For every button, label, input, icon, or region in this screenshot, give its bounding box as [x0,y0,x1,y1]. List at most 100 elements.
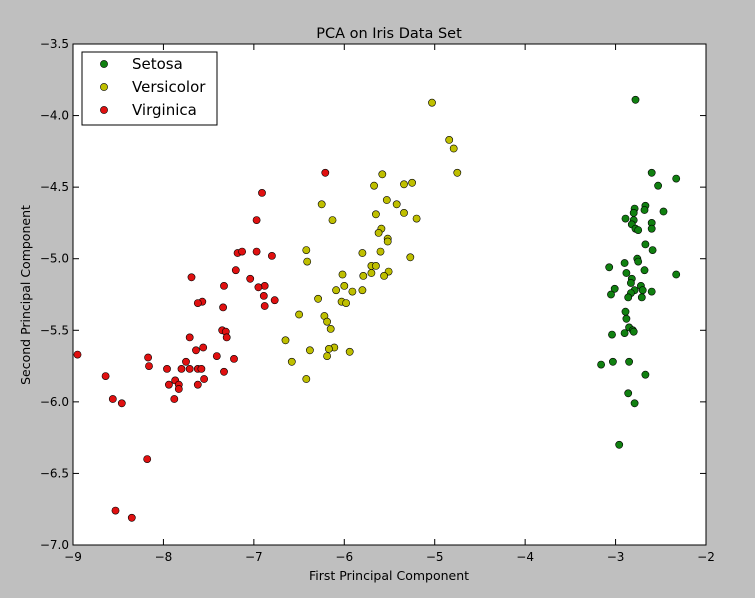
point-setosa-9 [621,214,630,223]
point-virginica-44 [108,395,117,403]
point-versicolor-8 [382,196,391,204]
point-versicolor-29 [380,271,388,280]
point-virginica-5 [252,247,261,256]
point-setosa-40 [629,327,638,336]
point-versicolor-0 [428,98,436,107]
point-versicolor-20 [376,247,385,256]
point-virginica-25 [212,352,221,360]
point-versicolor-34 [348,287,357,296]
point-virginica-18 [219,303,227,312]
legend-label-setosa: Setosa [132,55,183,73]
point-versicolor-48 [287,357,296,366]
legend-label-versicolor: Versicolor [132,78,206,96]
point-setosa-33 [637,293,646,302]
point-virginica-42 [174,385,183,393]
point-virginica-12 [220,281,228,290]
point-virginica-47 [111,506,120,515]
point-virginica-28 [73,350,82,359]
point-setosa-19 [634,257,643,266]
point-versicolor-5 [408,178,416,187]
point-versicolor-25 [371,261,380,270]
point-versicolor-1 [445,135,454,144]
point-virginica-0 [321,168,330,177]
point-versicolor-49 [302,375,311,383]
point-versicolor-4 [378,170,387,179]
point-setosa-43 [609,357,617,366]
point-setosa-44 [597,360,605,369]
point-virginica-46 [143,455,152,463]
point-versicolor-45 [305,346,314,355]
legend-marker-virginica [100,106,108,114]
x-tick-label-7: −2 [697,550,715,564]
point-setosa-14 [647,224,656,233]
point-versicolor-9 [392,200,401,209]
point-setosa-8 [629,208,638,217]
point-versicolor-33 [358,286,367,295]
point-versicolor-26 [367,269,376,277]
y-tick-label-3: −5.5 [40,323,69,337]
x-tick-label-5: −4 [516,550,534,564]
y-tick-label-4: −5.0 [40,252,69,266]
point-virginica-35 [163,364,171,373]
legend-label-virginica: Virginica [132,101,197,119]
point-versicolor-47 [323,352,331,360]
point-versicolor-14 [328,216,337,224]
point-versicolor-18 [383,237,392,246]
plot-area [73,44,706,545]
point-virginica-1 [258,188,266,197]
point-virginica-11 [254,283,263,292]
point-versicolor-22 [406,253,415,262]
point-virginica-24 [192,346,200,355]
point-setosa-3 [654,181,662,190]
y-axis-label: Second Principal Component [18,205,33,385]
point-virginica-13 [259,291,268,300]
point-virginica-41 [193,380,202,389]
point-virginica-30 [145,362,153,370]
y-tick-label-7: −3.5 [40,37,69,51]
point-virginica-14 [270,296,279,305]
plot-frame [72,43,707,546]
point-setosa-7 [659,207,668,216]
point-versicolor-42 [281,336,290,345]
point-setosa-46 [624,389,633,398]
point-versicolor-12 [371,210,380,219]
point-setosa-49 [638,286,647,295]
point-virginica-6 [267,251,276,260]
point-versicolor-37 [342,299,350,307]
point-versicolor-44 [324,344,333,353]
y-tick-label-0: −7.0 [40,538,69,552]
point-virginica-29 [182,357,190,366]
point-setosa-16 [641,240,650,249]
point-versicolor-31 [340,281,349,290]
data-points [73,95,681,522]
point-virginica-33 [185,364,194,373]
point-versicolor-2 [449,144,458,153]
point-setosa-48 [615,440,624,449]
legend-marker-versicolor [100,83,108,91]
x-tick-label-0: −9 [64,550,82,564]
point-versicolor-35 [314,294,322,303]
point-versicolor-41 [326,324,335,333]
point-versicolor-6 [400,180,408,189]
point-versicolor-28 [338,270,347,279]
point-setosa-45 [641,370,650,379]
point-setosa-47 [630,399,639,408]
x-axis-label: First Principal Component [309,568,469,583]
y-tick-label-1: −6.5 [40,466,69,480]
point-versicolor-10 [317,200,326,209]
point-versicolor-21 [358,249,367,257]
y-tick-label-5: −4.5 [40,180,69,194]
x-tick-label-6: −3 [607,550,625,564]
x-tick-label-1: −8 [155,550,173,564]
point-virginica-45 [117,399,126,408]
point-virginica-43 [170,395,179,403]
point-virginica-38 [200,375,208,383]
point-virginica-34 [177,364,186,373]
x-tick-label-2: −7 [245,550,263,564]
point-setosa-24 [640,266,649,275]
y-tick-label-2: −6.0 [40,395,69,409]
point-setosa-17 [648,246,657,254]
point-setosa-32 [607,290,615,299]
point-versicolor-16 [374,228,383,237]
